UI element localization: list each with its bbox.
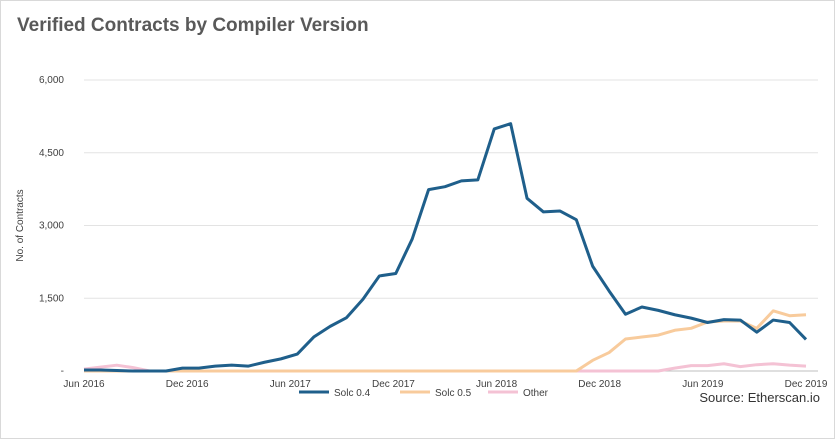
series-line-solc-0-4	[84, 122, 808, 373]
legend-label: Solc 0.5	[435, 388, 472, 399]
legend-label: Solc 0.4	[334, 388, 371, 399]
series-line-solc-0-5	[84, 309, 807, 373]
grid	[84, 79, 818, 372]
x-tick-label: Dec 2016	[166, 379, 209, 390]
x-tick-label: Jun 2018	[476, 379, 518, 390]
x-tick-label: Jun 2017	[270, 379, 312, 390]
x-tick-label: Dec 2017	[372, 379, 415, 390]
y-tick-labels: - 1,500 3,000 4,500 6,000	[39, 75, 64, 377]
chart-title: Verified Contracts by Compiler Version	[17, 15, 369, 36]
y-tick-label: 3,000	[39, 221, 64, 232]
series-lines	[83, 122, 808, 373]
x-tick-label: Jun 2019	[682, 379, 724, 390]
x-tick-label: Dec 2019	[785, 379, 828, 390]
x-tick-label: Jun 2016	[63, 379, 105, 390]
y-tick-label: 4,500	[39, 148, 64, 159]
legend-label: Other	[523, 388, 549, 399]
x-tick-label: Dec 2018	[578, 379, 621, 390]
y-axis-label: No. of Contracts	[15, 189, 26, 261]
y-tick-label: 1,500	[39, 293, 64, 304]
source-note: Source: Etherscan.io	[699, 390, 820, 405]
y-tick-label: -	[61, 366, 64, 377]
y-tick-label: 6,000	[39, 75, 64, 86]
x-tick-labels: Jun 2016 Dec 2016 Jun 2017 Dec 2017 Jun 2018…	[63, 379, 827, 390]
legend: Solc 0.4 Solc 0.5 Other	[299, 388, 549, 399]
